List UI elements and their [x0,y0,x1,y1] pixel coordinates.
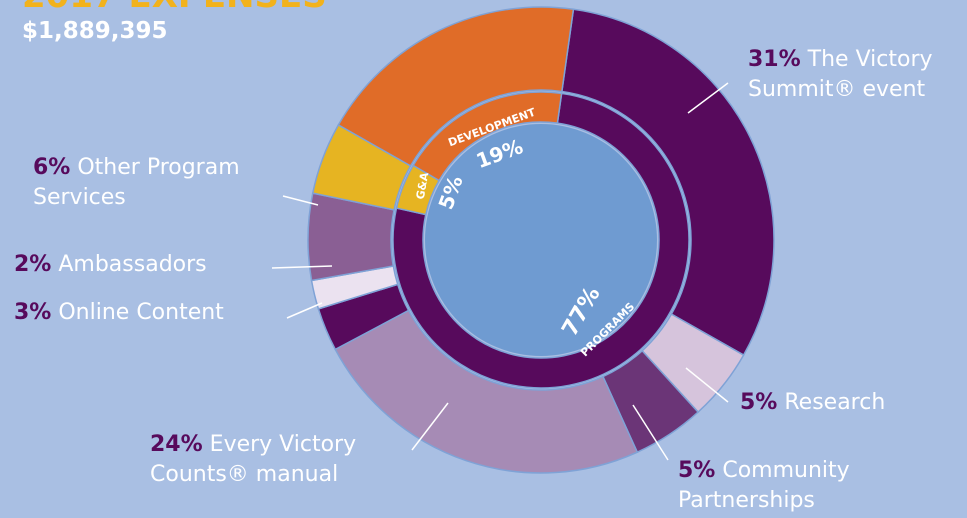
chart-subtitle: $1,889,395 [22,18,168,44]
segment-name: Every Victory Counts® manual [150,432,357,487]
center [425,124,657,356]
ring-segment [412,91,563,182]
segment-value-label: 3% [14,300,52,325]
segment-label: 31% The Victory Summit® event [748,45,967,105]
segment-value-label: 24% [150,432,203,457]
ring-segment [561,8,775,357]
leader-line [411,402,449,451]
segment-name: Research [784,390,886,415]
segment-name: Other Program Services [33,155,240,210]
segment-label: 2% Ambassadors [14,250,294,280]
segment-label: 3% Online Content [14,298,294,328]
segment-value-label: 5% [678,458,716,483]
segment-value-label: 5% [740,390,778,415]
segment-name: Community Partnerships [678,458,850,513]
segment-label: 5% Research [740,388,960,418]
chart-title: 2017 EXPENSES [22,0,327,16]
leader-line [632,404,669,461]
leader-line [282,195,319,206]
segment-value-label: 6% [33,155,71,180]
leader-line [286,302,323,319]
segment-value-label: 2% [14,252,52,277]
segment-name: Online Content [58,300,224,325]
leader-line [685,367,729,403]
segment-value-label: 31% [748,47,801,72]
ring-label: G&A [414,171,432,200]
leader-line [271,265,333,269]
ring-segment [392,92,690,389]
segment-name: The Victory Summit® event [748,47,933,102]
segment-label: 6% Other Program Services [33,153,283,213]
ring-segment [334,309,639,474]
segment-label: 24% Every Victory Counts® manual [150,430,400,490]
ring-segment [337,6,575,167]
segment-name: Ambassadors [58,252,207,277]
segment-label: 5% Community Partnerships [678,456,898,516]
leader-line [687,82,729,114]
